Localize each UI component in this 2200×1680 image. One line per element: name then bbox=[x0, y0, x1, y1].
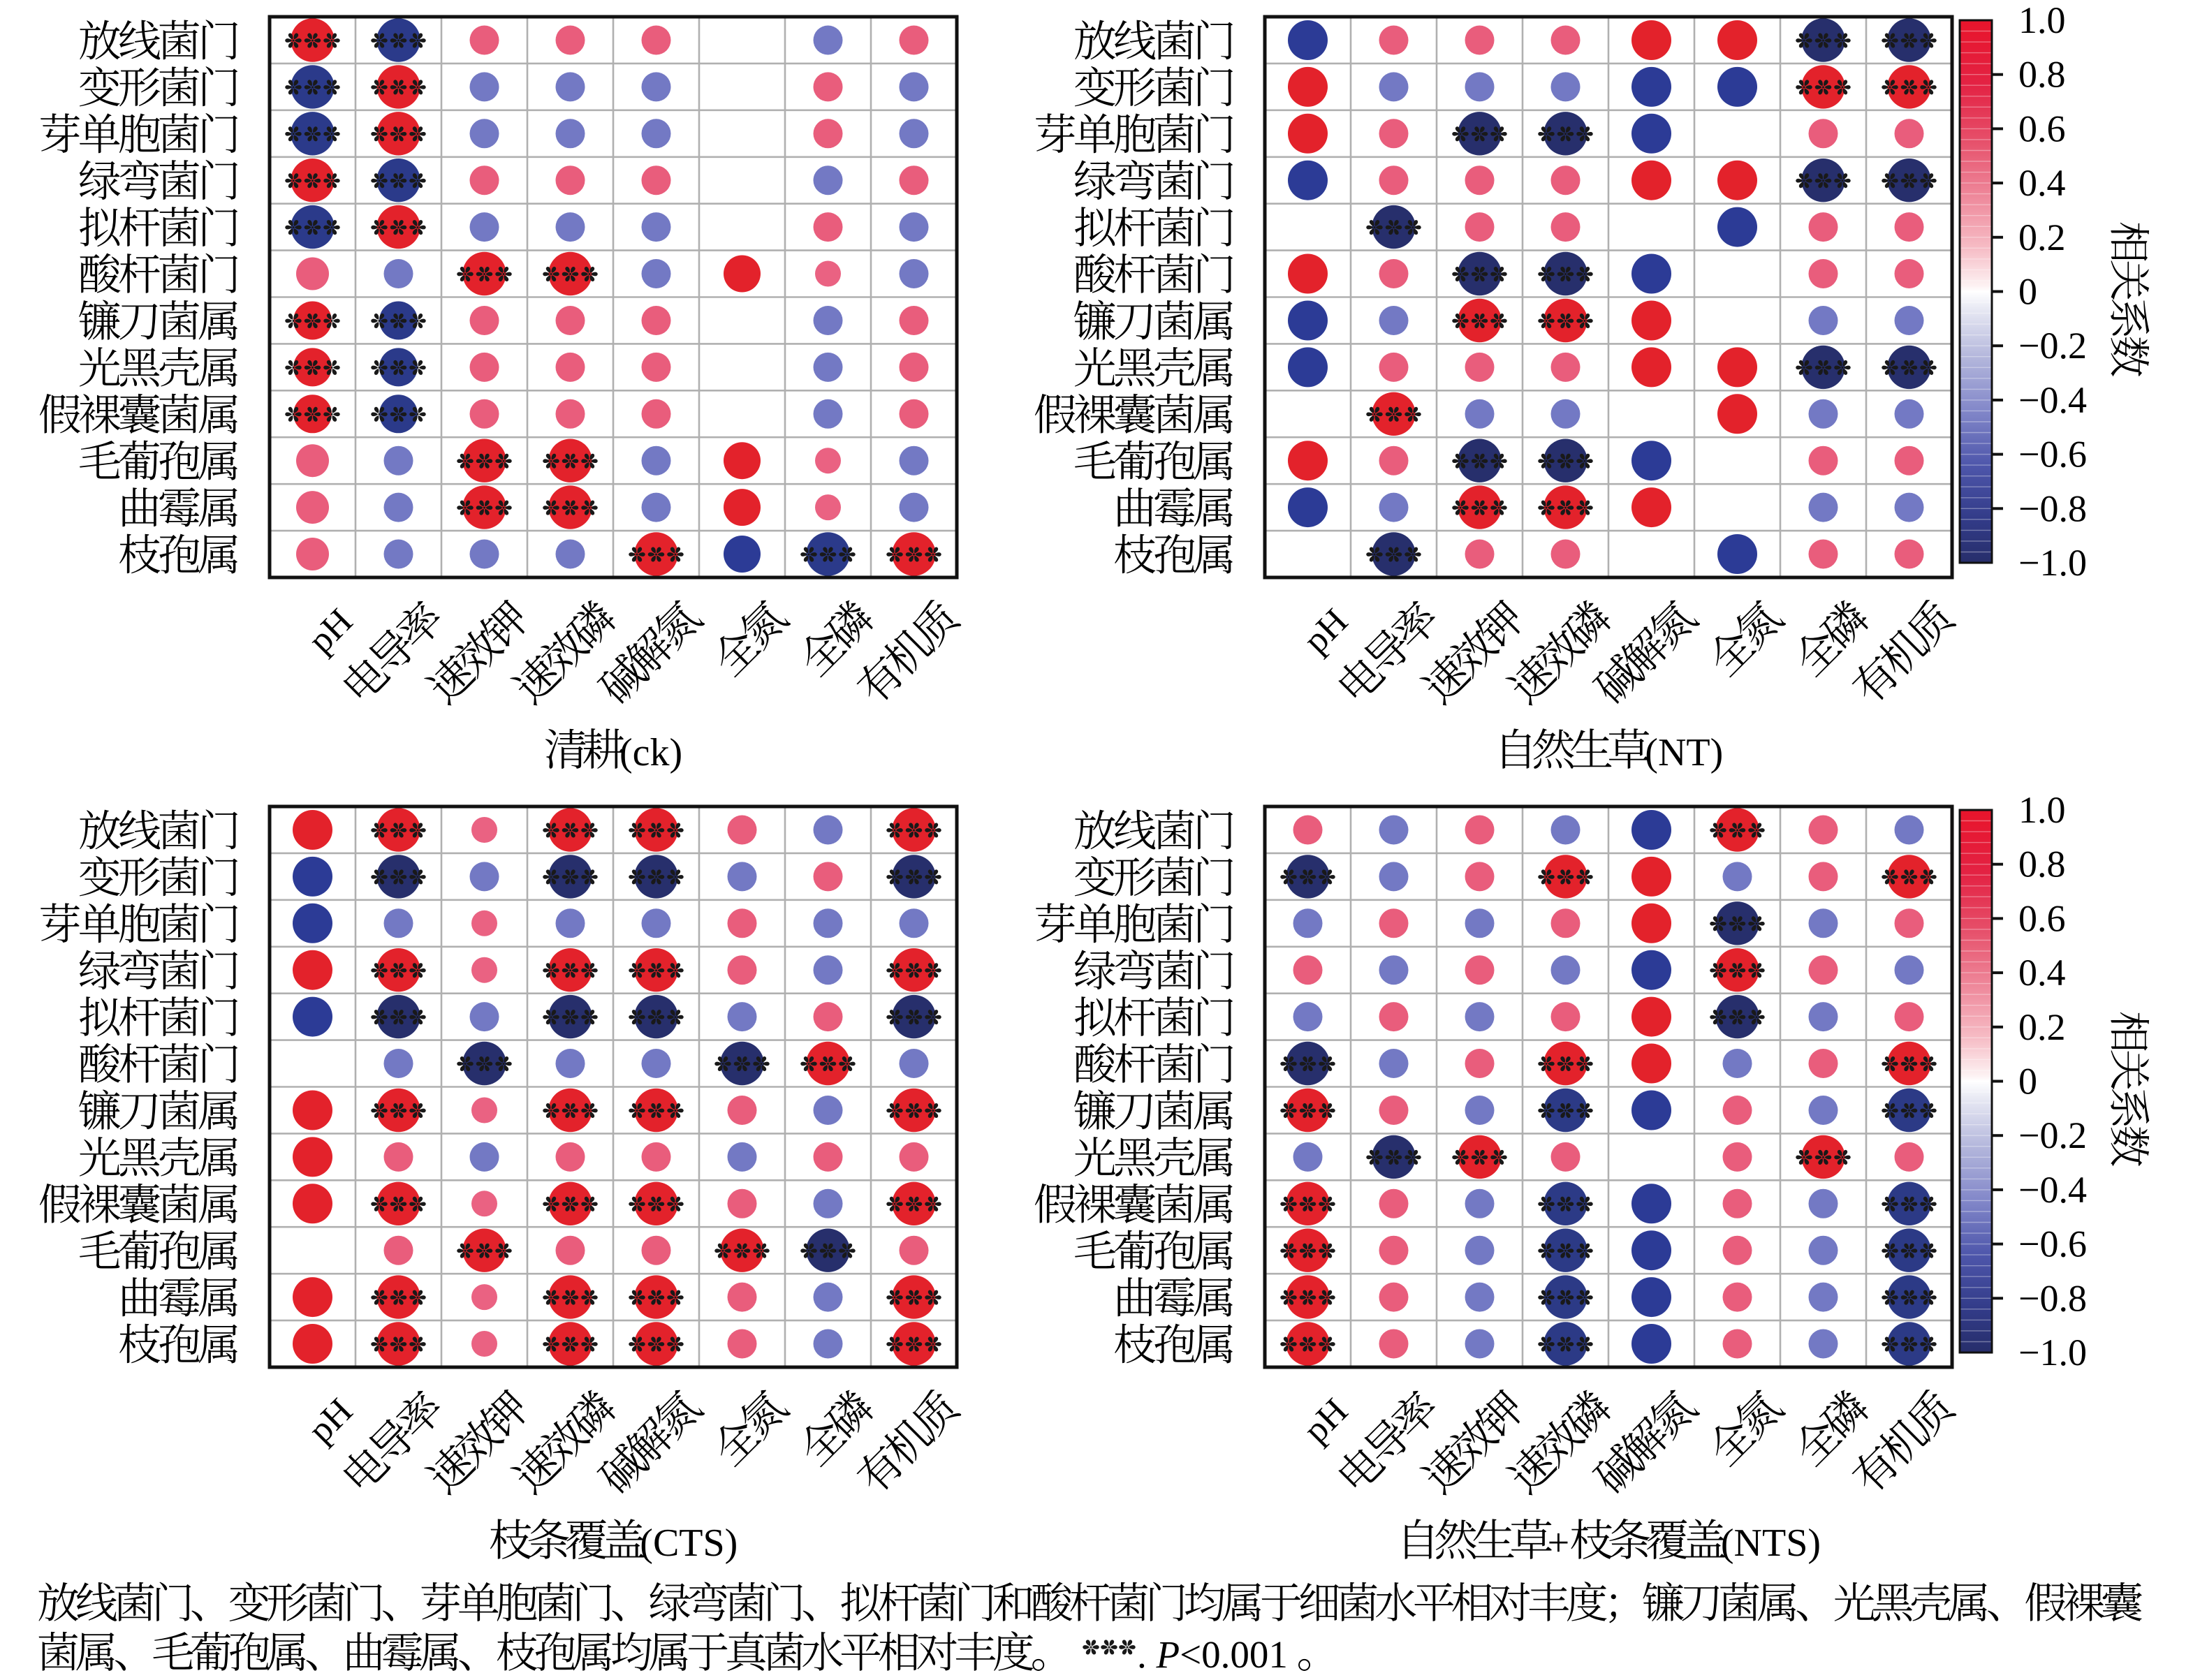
svg-text:1.0: 1.0 bbox=[2018, 789, 2066, 831]
svg-text:−1.0: −1.0 bbox=[2018, 542, 2087, 584]
svg-text:−0.6: −0.6 bbox=[2018, 1223, 2087, 1265]
svg-text:(NT): (NT) bbox=[1645, 731, 1723, 774]
svg-text:0.8: 0.8 bbox=[2018, 843, 2066, 885]
svg-text:−0.2: −0.2 bbox=[2018, 1114, 2087, 1156]
svg-text:+: + bbox=[1548, 1521, 1570, 1565]
svg-text:0: 0 bbox=[2018, 1061, 2037, 1103]
svg-text:. P<0.001: . P<0.001 bbox=[1137, 1633, 1288, 1676]
svg-text:0.8: 0.8 bbox=[2018, 54, 2066, 96]
svg-text:(ck): (ck) bbox=[619, 731, 682, 774]
svg-text:0: 0 bbox=[2018, 271, 2037, 313]
svg-text:−0.8: −0.8 bbox=[2018, 487, 2087, 529]
svg-text:1.0: 1.0 bbox=[2018, 0, 2066, 41]
svg-text:−0.4: −0.4 bbox=[2018, 379, 2087, 421]
svg-text:0.6: 0.6 bbox=[2018, 897, 2066, 939]
svg-text:(CTS): (CTS) bbox=[640, 1521, 738, 1565]
svg-text:−0.8: −0.8 bbox=[2018, 1277, 2087, 1319]
svg-text:−1.0: −1.0 bbox=[2018, 1332, 2087, 1373]
svg-text:−0.6: −0.6 bbox=[2018, 434, 2087, 476]
svg-text:0.4: 0.4 bbox=[2018, 952, 2066, 994]
svg-text:−0.2: −0.2 bbox=[2018, 325, 2087, 367]
svg-text:0.2: 0.2 bbox=[2018, 1006, 2066, 1048]
svg-text:0.4: 0.4 bbox=[2018, 162, 2066, 204]
svg-text:(NTS): (NTS) bbox=[1721, 1521, 1821, 1565]
svg-text:−0.4: −0.4 bbox=[2018, 1169, 2087, 1211]
svg-text:0.6: 0.6 bbox=[2018, 108, 2066, 149]
svg-text:0.2: 0.2 bbox=[2018, 216, 2066, 258]
